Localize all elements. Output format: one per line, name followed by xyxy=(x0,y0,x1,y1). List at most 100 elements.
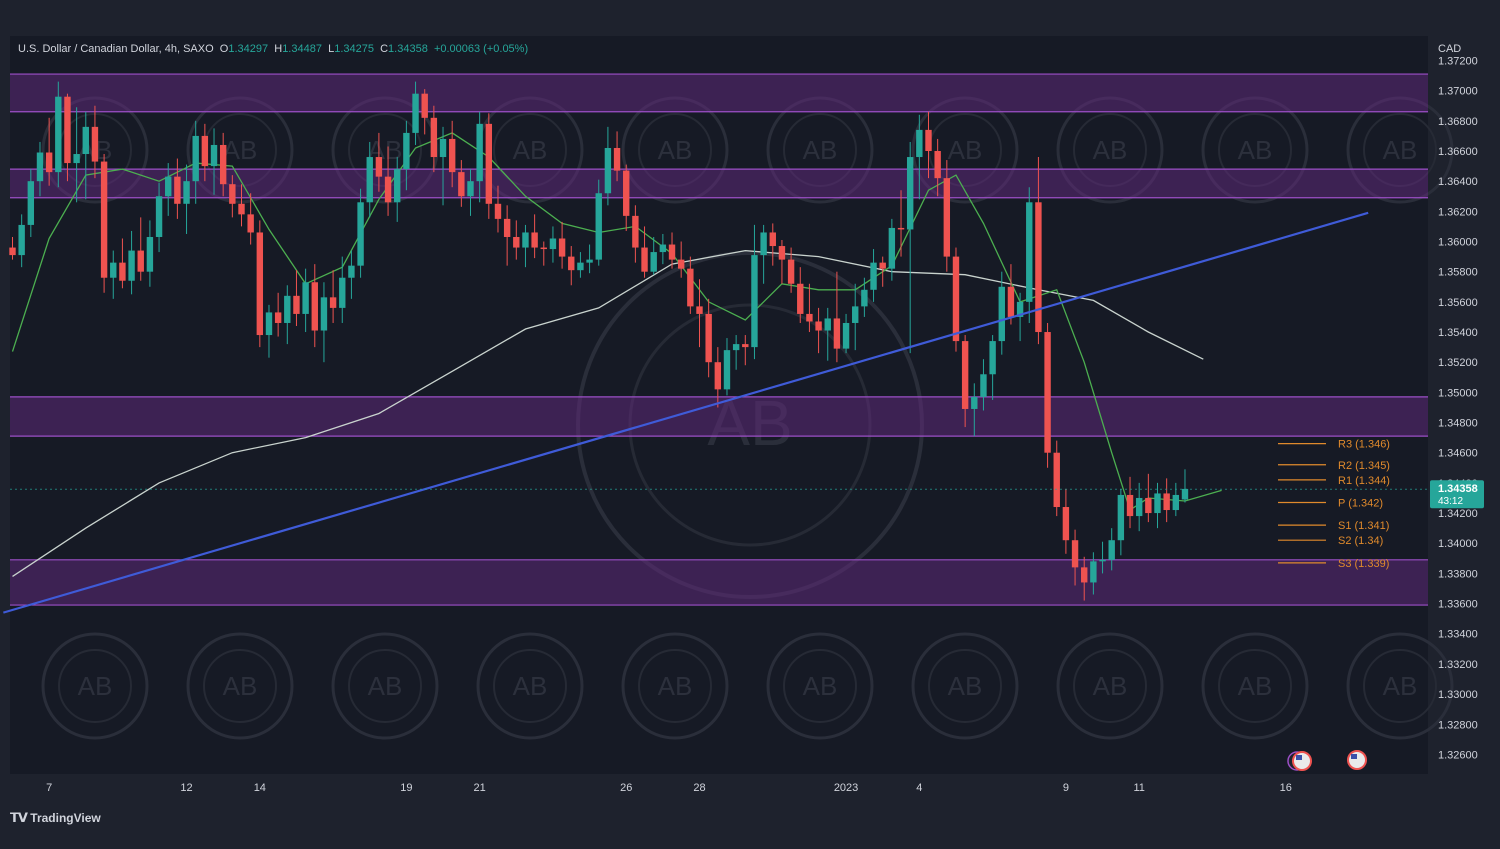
high-value: 1.34487 xyxy=(282,43,322,55)
watermark-seal xyxy=(621,632,729,740)
candle-body xyxy=(906,157,914,230)
price-tick-label: 1.34000 xyxy=(1438,538,1478,550)
watermark-text: AB xyxy=(223,135,258,165)
candle-body xyxy=(27,181,35,225)
watermark-ring xyxy=(1363,649,1437,723)
candle-body xyxy=(1016,301,1024,317)
candle-body xyxy=(650,252,657,272)
candle-body xyxy=(1062,507,1070,541)
us-flag-icon[interactable] xyxy=(1347,750,1367,770)
tv-logo-text: TradingView xyxy=(30,811,101,825)
candles[interactable] xyxy=(9,81,1189,601)
candle-body xyxy=(137,250,144,272)
candle-body xyxy=(265,312,273,336)
candle-body xyxy=(522,232,529,248)
last-price-text: 1.34358 xyxy=(1438,483,1478,495)
supply-demand-zone xyxy=(10,169,1428,198)
change-value: +0.00063 (+0.05%) xyxy=(433,43,529,55)
watermark-ring xyxy=(928,649,1002,723)
candle-body xyxy=(229,184,236,204)
candle-body xyxy=(1044,332,1051,453)
candle-body xyxy=(311,282,318,331)
watermark-ring xyxy=(1218,649,1292,723)
watermark-text: AB xyxy=(658,671,693,701)
price-tick-label: 1.36000 xyxy=(1438,237,1478,249)
ma-slow xyxy=(12,249,1204,577)
candle-body xyxy=(503,218,511,237)
candle-body xyxy=(183,181,190,204)
watermark-text: AB xyxy=(948,135,983,165)
candle-body xyxy=(439,138,447,158)
watermark-seal xyxy=(911,632,1019,740)
candle-body xyxy=(9,247,16,256)
candle-body xyxy=(897,227,905,230)
watermark-seal xyxy=(186,632,294,740)
watermark-text: AB xyxy=(1238,135,1273,165)
candle-body xyxy=(467,181,474,197)
pivot-label: S1 (1.341) xyxy=(1338,520,1389,532)
price-tick-label: 1.36400 xyxy=(1438,176,1478,188)
watermark-seal xyxy=(331,632,439,740)
open-value: 1.34297 xyxy=(228,43,269,55)
price-tick-label: 1.35400 xyxy=(1438,327,1478,339)
trend[interactable] xyxy=(3,211,1369,614)
candle-body xyxy=(64,96,71,164)
supply-demand-zone xyxy=(10,559,1428,606)
symbol-legend[interactable]: U.S. Dollar / Canadian Dollar, 4h, SAXO … xyxy=(18,43,528,55)
candle-body xyxy=(1154,493,1161,514)
pivot-label: R3 (1.346) xyxy=(1338,439,1390,451)
candle-body xyxy=(980,374,987,397)
candle-body xyxy=(916,129,923,158)
candle-body xyxy=(568,256,575,271)
candle-body xyxy=(100,161,108,278)
candle-body xyxy=(1145,497,1152,514)
candle-body xyxy=(165,176,172,197)
candle-body xyxy=(403,132,410,170)
candle-body xyxy=(36,152,44,182)
watermark-text: AB xyxy=(513,671,548,701)
candle-body xyxy=(412,93,419,133)
price-tag-bg xyxy=(1430,480,1484,509)
candle-body xyxy=(677,259,685,269)
event-icons[interactable] xyxy=(1287,750,1367,771)
watermark-seal xyxy=(1201,632,1309,740)
us-flag-icon[interactable] xyxy=(1292,751,1312,771)
candle-body xyxy=(174,176,181,204)
candle-body xyxy=(558,238,566,257)
candle-body xyxy=(1053,452,1060,508)
trendline xyxy=(3,211,1369,614)
candle-body xyxy=(1035,202,1042,333)
time-axis[interactable]: 7 12 14 19 21 26 28 2023 4 9 11 16 xyxy=(46,782,1292,794)
candle-body xyxy=(219,144,227,185)
time-tick-label: 7 xyxy=(46,782,52,794)
candle-body xyxy=(394,169,401,203)
candle-body xyxy=(952,256,960,342)
candle-body xyxy=(540,247,547,250)
candle-body xyxy=(448,138,456,173)
candle-body xyxy=(1135,497,1143,517)
currency-label: CAD xyxy=(1438,43,1461,55)
time-tick-label: 28 xyxy=(693,782,705,794)
pivot-label: R2 (1.345) xyxy=(1338,460,1390,472)
candle-body xyxy=(769,232,776,247)
candle-body xyxy=(1126,494,1134,517)
low-value: 1.34275 xyxy=(334,43,374,55)
price-tick-label: 1.32600 xyxy=(1438,749,1478,761)
price-tick-label: 1.32800 xyxy=(1438,719,1478,731)
time-tick-label: 21 xyxy=(474,782,486,794)
candle-body xyxy=(284,295,291,323)
candle-body xyxy=(751,255,758,348)
candle-body xyxy=(760,232,767,256)
candle-body xyxy=(45,152,53,173)
watermark-text: AB xyxy=(1093,135,1128,165)
candle-body xyxy=(357,202,364,266)
watermark-text: AB xyxy=(1238,671,1273,701)
tradingview-logo[interactable]: 𝗧𝗩 TradingView xyxy=(10,810,101,826)
time-tick-label: 14 xyxy=(254,782,266,794)
pivot-levels: R3 (1.346) R2 (1.345) R1 (1.344) P (1.342) S… xyxy=(1278,439,1390,570)
price-tick-label: 1.34200 xyxy=(1438,508,1478,520)
candle-body xyxy=(1181,488,1189,500)
watermark-text: AB xyxy=(803,671,838,701)
